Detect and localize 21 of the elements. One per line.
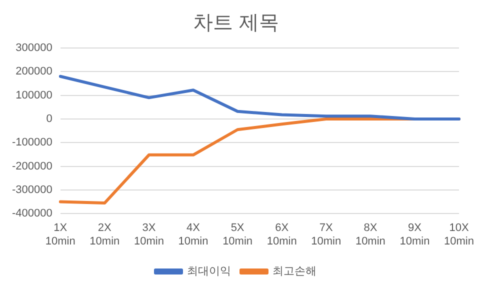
x-tick-label: 9X 10min [400, 222, 430, 248]
y-tick-label: -100000 [12, 136, 52, 149]
legend-label: 최대이익 [187, 264, 231, 278]
x-tick-label: 6X 10min [266, 222, 297, 248]
y-tick-label: -400000 [12, 208, 52, 220]
x-tick-label: 4X 10min [178, 222, 208, 248]
x-tick-label: 1X 10min [45, 222, 76, 248]
y-tick-label: -300000 [12, 184, 52, 196]
x-tick-label: 8X 10min [355, 222, 386, 248]
y-tick-label: 300000 [16, 42, 52, 54]
x-tick-label: 5X 10min [222, 222, 253, 248]
chart-title: 차트 제목 [192, 10, 280, 34]
legend-label: 최고손해 [272, 264, 316, 278]
y-tick-label: 200000 [16, 66, 52, 78]
x-tick-label: 3X 10min [134, 222, 164, 248]
x-tick-label: 7X 10min [311, 222, 342, 248]
y-tick-label: -200000 [12, 160, 52, 172]
x-tick-label: 10X 10min [444, 222, 474, 248]
y-tick-label: 0 [46, 113, 52, 126]
y-tick-label: 100000 [16, 89, 52, 102]
x-tick-label: 2X 10min [90, 222, 120, 248]
